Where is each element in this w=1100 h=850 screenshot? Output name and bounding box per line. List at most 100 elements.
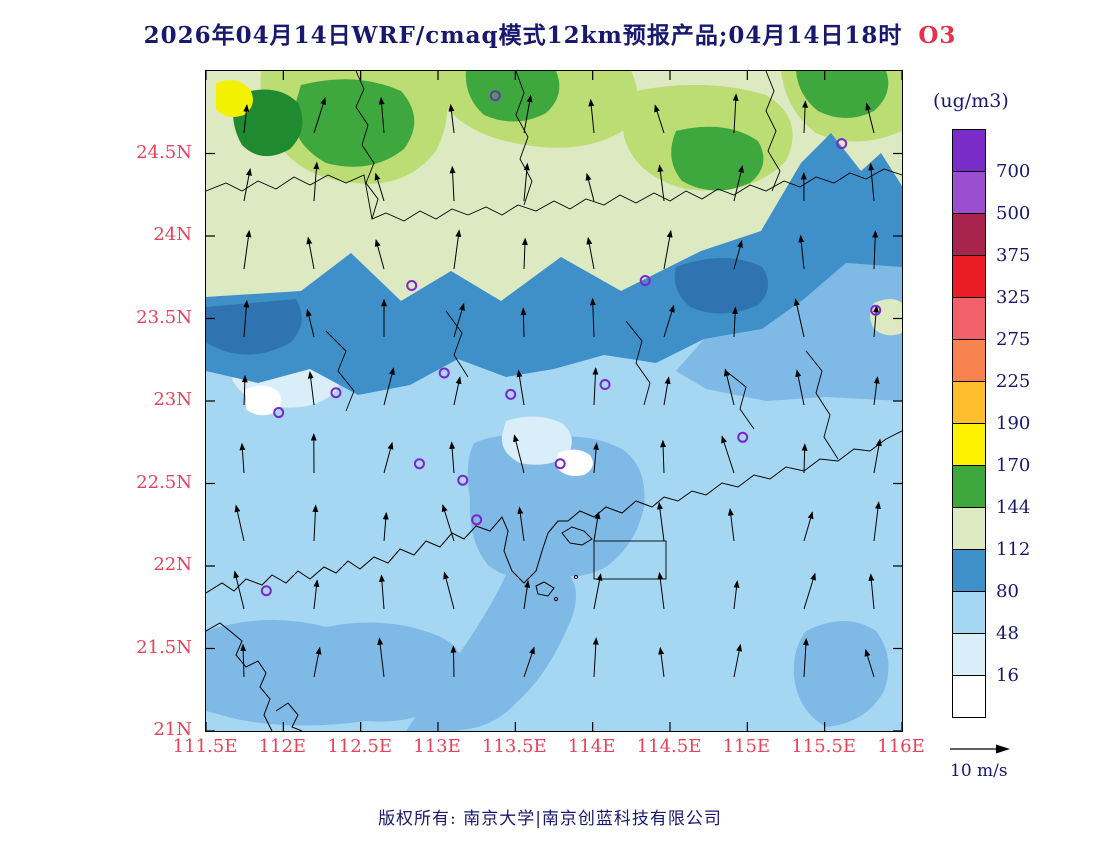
station-marker: [413, 458, 425, 470]
wind-arrow: [448, 103, 455, 134]
wind-arrow: [657, 164, 665, 202]
lon-axis: 111.5E 112E 112.5E 113E 113.5E 114E 114.5E 115E…: [173, 736, 925, 760]
lat-axis: 24.5N 24N 23.5N 23N 22.5N 22N 21.5N 21N: [0, 70, 198, 741]
o3-dark-blue-band: [206, 133, 902, 395]
lon-tick-label: 113E: [413, 736, 461, 757]
wind-arrow: [383, 441, 394, 474]
wind-arrow: [233, 570, 245, 610]
colorbar-level-label: 375: [996, 245, 1031, 266]
wind-arrow: [864, 648, 875, 678]
wind-arrow: [798, 234, 805, 270]
lat-tick-label: 24.5N: [136, 141, 192, 163]
wind-arrow: [453, 376, 462, 406]
station-marker: [457, 474, 469, 486]
colorbar-segment: [952, 549, 986, 592]
lat-tick-label: 21.5N: [136, 636, 192, 658]
wind-arrow: [868, 573, 875, 610]
wind-arrow: [383, 367, 395, 406]
wind-arrow: [521, 237, 528, 270]
wind-arrow: [450, 645, 457, 678]
coastline: [206, 430, 902, 731]
lat-tick-label: 23.5N: [136, 306, 192, 328]
lon-tick-label: 112.5E: [327, 736, 392, 757]
wind-arrow: [663, 229, 673, 270]
wind-arrow: [732, 306, 739, 338]
wind-arrow: [241, 374, 248, 406]
lat-tick-label: 24N: [153, 224, 192, 245]
colorbar-level-label: 144: [996, 497, 1031, 518]
wind-arrow: [801, 443, 808, 474]
wind-arrow: [868, 162, 875, 202]
wind-arrow: [873, 438, 882, 474]
wind-arrow: [803, 572, 816, 610]
colorbar-level-label: 225: [996, 371, 1031, 392]
wind-arrow: [378, 574, 385, 610]
station-marker: [471, 514, 483, 526]
wind-arrow: [313, 579, 320, 610]
colorbar-segment: [952, 171, 986, 214]
colorbar-segment: [952, 297, 986, 340]
wind-arrow: [374, 238, 385, 270]
station-marker: [639, 275, 651, 287]
wind-arrow: [873, 501, 881, 542]
lon-tick-label: 113.5E: [481, 736, 547, 757]
wind-arrow: [732, 93, 739, 134]
station-marker: [505, 388, 517, 400]
wind-arrow: [593, 573, 603, 610]
wind-arrow: [654, 104, 665, 134]
wind-arrow: [239, 442, 246, 474]
station-marker: [330, 387, 342, 399]
colorbar-segment: [952, 213, 986, 256]
study-area-rectangle: [593, 540, 667, 580]
wind-arrow: [312, 504, 319, 542]
wind-arrow: [802, 637, 809, 678]
wind-legend-arrow-icon: [950, 744, 1010, 754]
wind-arrow: [721, 435, 735, 474]
wind-arrow: [307, 371, 315, 406]
wind-arrow: [592, 367, 599, 406]
wind-arrow: [449, 441, 456, 474]
wind-arrow: [803, 511, 814, 542]
colorbar-segment: [952, 633, 986, 676]
lon-tick-label: 114E: [567, 736, 616, 757]
wind-arrow: [733, 580, 740, 610]
wind-arrow: [589, 297, 596, 338]
wind-arrow: [588, 98, 595, 134]
colorbar-level-label: 190: [996, 413, 1031, 434]
colorbar-level-label: 16: [996, 665, 1019, 686]
station-marker: [870, 304, 882, 316]
station-marker-layer: [260, 90, 882, 597]
colorbar-level-label: 700: [996, 161, 1031, 182]
wind-arrow: [663, 376, 671, 406]
wind-arrow: [243, 229, 252, 270]
wind-vector-layer: [233, 93, 882, 678]
lon-tick-label: 115.5E: [791, 736, 856, 757]
wind-arrow: [240, 643, 247, 678]
wind-legend: 10 m/s: [948, 740, 1028, 781]
page-title: 2026年04月14日WRF/cmaq模式12km预报产品;04月14日18时 O…: [0, 16, 1100, 50]
wind-arrow: [306, 236, 315, 270]
colorbar-level-label: 325: [996, 287, 1031, 308]
wind-arrow: [243, 168, 252, 202]
lat-tick-label: 22.5N: [136, 471, 192, 493]
station-marker: [599, 379, 611, 390]
colorbar-segment: [952, 339, 986, 382]
lon-tick-label: 111.5E: [172, 736, 238, 757]
o3-band-darker-cores: [206, 258, 769, 355]
wind-arrow: [873, 304, 880, 338]
wind-arrow: [243, 104, 250, 134]
axis-ticks: [206, 71, 902, 731]
wind-arrow: [660, 439, 667, 474]
station-marker: [836, 138, 848, 150]
colorbar: 700 500 375 325 275 225 190 170 144 112 80 48 16: [952, 129, 1072, 718]
wind-arrow: [872, 230, 879, 270]
wind-arrow: [865, 102, 875, 134]
wind-arrow: [523, 646, 535, 678]
wind-arrow: [733, 239, 743, 270]
colorbar-segment: [952, 507, 986, 550]
station-marker: [737, 431, 749, 443]
wind-arrow: [586, 236, 595, 270]
colorbar-level-label: 80: [996, 581, 1019, 602]
colorbar-unit-label: (ug/m3): [933, 90, 1009, 112]
